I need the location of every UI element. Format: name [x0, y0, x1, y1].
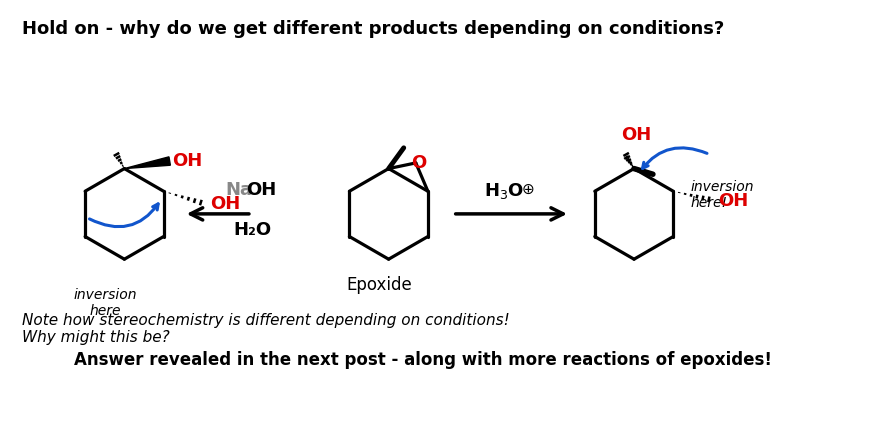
Text: OH: OH — [718, 192, 748, 210]
Text: Epoxide: Epoxide — [346, 276, 412, 294]
Text: OH: OH — [246, 181, 276, 199]
Text: Na: Na — [225, 181, 252, 199]
Text: Answer revealed in the next post - along with more reactions of epoxides!: Answer revealed in the next post - along… — [73, 351, 772, 369]
Text: OH: OH — [621, 126, 651, 144]
Text: OH: OH — [173, 152, 203, 170]
Text: Note how stereochemistry is different depending on conditions!: Note how stereochemistry is different de… — [23, 313, 510, 328]
Text: O: O — [411, 154, 426, 172]
Text: Hold on - why do we get different products depending on conditions?: Hold on - why do we get different produc… — [23, 20, 725, 39]
Text: OH: OH — [210, 195, 240, 213]
Text: H₂O: H₂O — [233, 221, 271, 240]
Text: Why might this be?: Why might this be? — [23, 330, 170, 345]
Text: inversion
here: inversion here — [74, 287, 137, 318]
Text: inversion
here!: inversion here! — [691, 180, 754, 210]
Polygon shape — [125, 157, 170, 169]
Text: H$_3$O: H$_3$O — [484, 181, 524, 201]
Text: ⊕: ⊕ — [522, 182, 535, 197]
